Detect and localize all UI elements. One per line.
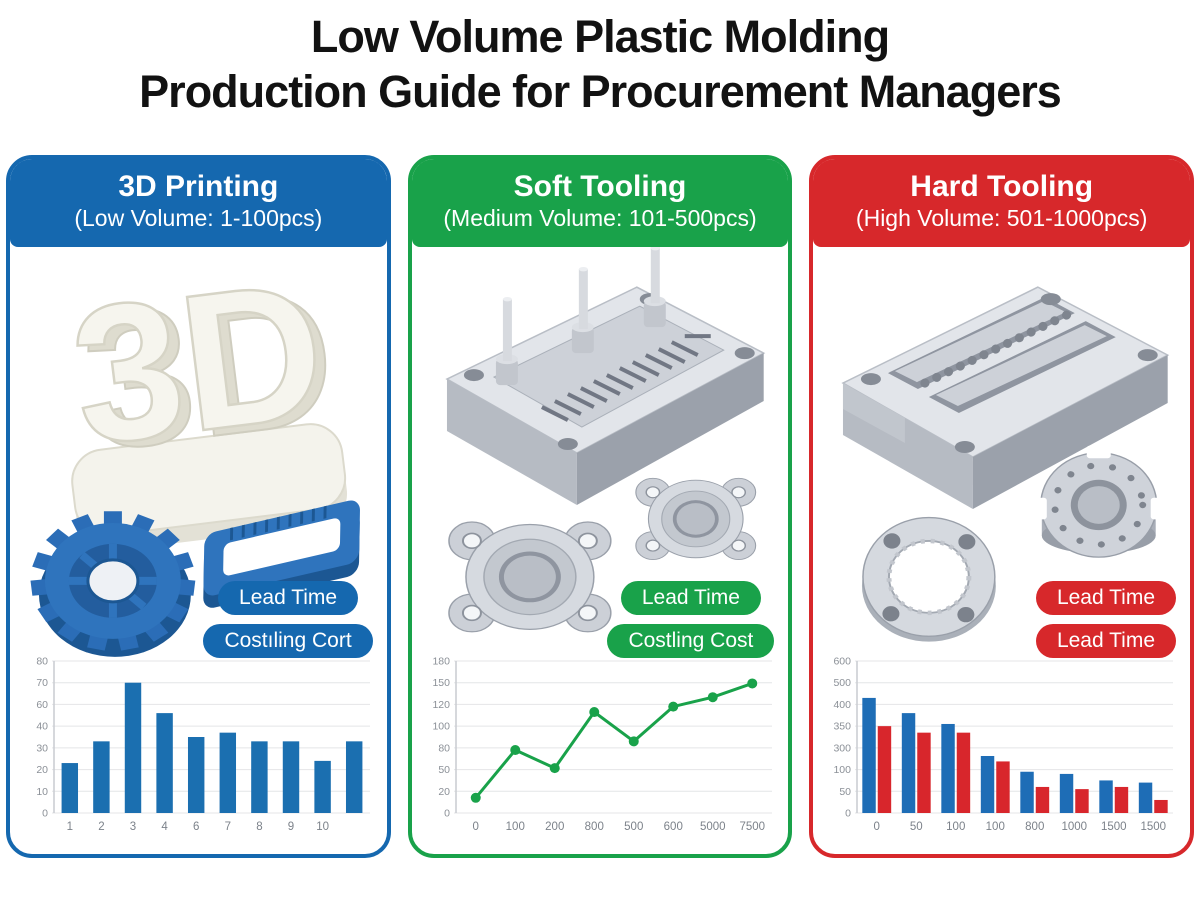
svg-text:40: 40: [36, 720, 48, 732]
svg-text:100: 100: [834, 764, 852, 776]
panel-title: Soft Tooling: [513, 170, 687, 203]
svg-text:100: 100: [986, 821, 1005, 833]
svg-text:600: 600: [834, 655, 852, 667]
svg-text:6: 6: [193, 821, 199, 833]
badge-stack: Lead Time Lead Time: [1035, 580, 1177, 658]
svg-text:0: 0: [42, 807, 48, 819]
svg-text:8: 8: [256, 821, 262, 833]
svg-text:30: 30: [36, 742, 48, 754]
ejector-pins: [495, 246, 666, 385]
svg-text:800: 800: [584, 821, 603, 833]
panel-title: Hard Tooling: [910, 170, 1094, 203]
soft-mold-plate-image: [445, 246, 765, 505]
svg-text:100: 100: [505, 821, 524, 833]
svg-text:1500: 1500: [1101, 821, 1127, 833]
svg-text:500: 500: [834, 677, 852, 689]
svg-text:3D: 3D: [72, 247, 346, 492]
svg-text:100: 100: [432, 720, 450, 732]
svg-text:600: 600: [663, 821, 682, 833]
svg-text:0: 0: [846, 807, 852, 819]
svg-text:20: 20: [36, 764, 48, 776]
svg-text:1500: 1500: [1141, 821, 1167, 833]
panel-title: 3D Printing: [118, 170, 279, 203]
soft-tooling-art: [445, 246, 765, 632]
svg-text:80: 80: [36, 655, 48, 667]
cost-grouped-bar-chart: 0 50 100 300 350 400 500 600 0 50 100 100 800 1000 150…: [821, 651, 1185, 839]
panel-soft-tooling: Soft Tooling (Medium Volume: 101-500pcs): [407, 155, 793, 858]
svg-text:9: 9: [288, 821, 294, 833]
panel-3d-printing-body: 3D 3D: [10, 247, 387, 845]
svg-text:3D: 3D: [62, 247, 336, 486]
badge-stack: Lead Time Costling Cost: [607, 580, 775, 658]
lead-time-badge: Lead Time: [218, 580, 359, 615]
svg-text:50: 50: [438, 764, 450, 776]
svg-text:50: 50: [910, 821, 923, 833]
svg-text:7500: 7500: [739, 821, 765, 833]
lead-time-bar-chart: 0 10 20 30 40 60 70 80 1 2 3 4 6 7 8 9 10: [18, 651, 382, 839]
panel-subtitle: (Low Volume: 1-100pcs): [74, 205, 323, 231]
svg-text:0: 0: [444, 807, 450, 819]
panel-hard-tooling-header: Hard Tooling (High Volume: 501-1000pcs): [813, 159, 1191, 247]
svg-text:300: 300: [834, 742, 852, 754]
svg-text:0: 0: [874, 821, 880, 833]
panel-soft-tooling-body: Lead Time Costling Cost 0 20 50 80 100 120 150…: [412, 246, 789, 845]
svg-text:3: 3: [130, 821, 136, 833]
bar-chart-canvas: 0 10 20 30 40 60 70 80 1 2 3 4 6 7 8 9 10: [36, 655, 370, 833]
panel-hard-tooling: Hard Tooling (High Volume: 501-1000pcs): [809, 155, 1195, 858]
svg-text:20: 20: [438, 785, 450, 797]
ring-washer-image: [862, 516, 997, 642]
svg-text:5000: 5000: [700, 821, 726, 833]
panel-subtitle: (High Volume: 501-1000pcs): [855, 205, 1148, 231]
svg-text:1: 1: [67, 821, 73, 833]
panel-soft-tooling-header: Soft Tooling (Medium Volume: 101-500pcs): [411, 159, 789, 247]
svg-text:350: 350: [834, 720, 852, 732]
panel-3d-printing-header: 3D Printing (Low Volume: 1-100pcs): [10, 159, 387, 247]
grouped-bar-chart-canvas: 0 50 100 300 350 400 500 600 0 50 100 100 800 1000 150…: [834, 655, 1174, 833]
svg-text:180: 180: [432, 655, 450, 667]
flange-part-small-image: [634, 477, 756, 560]
svg-text:400: 400: [834, 699, 852, 711]
svg-text:7: 7: [225, 821, 231, 833]
castle-nut-part-image: [1033, 445, 1166, 558]
lead-time-badge: Lead Time: [620, 580, 761, 615]
panel-3d-printing: 3D Printing (Low Volume: 1-100pcs) 3D 3D: [6, 155, 391, 858]
panel-hard-tooling-body: Lead Time Lead Time 0 50 100 300 350 400 500 60…: [813, 247, 1190, 845]
svg-text:10: 10: [36, 785, 48, 797]
costing-badge: Costıling Cort: [203, 623, 373, 658]
svg-text:500: 500: [624, 821, 643, 833]
3d-print-sample-image: 3D 3D: [60, 247, 348, 551]
badge-stack: Lead Time Costıling Cort: [203, 580, 373, 658]
costing-badge: Costling Cost: [607, 623, 775, 658]
lead-time-badge: Lead Time: [1035, 580, 1177, 615]
svg-text:80: 80: [438, 742, 450, 754]
svg-text:800: 800: [1026, 821, 1045, 833]
page-title: Low Volume Plastic Molding Production Gu…: [0, 10, 1200, 120]
3d-printing-art: 3D 3D: [30, 247, 360, 657]
svg-text:70: 70: [36, 677, 48, 689]
svg-text:200: 200: [545, 821, 564, 833]
blue-gear-part-image: [30, 510, 196, 657]
page-title-line2: Production Guide for Procurement Manager…: [139, 65, 1062, 117]
flange-part-large-image: [447, 520, 612, 632]
svg-text:60: 60: [36, 699, 48, 711]
hard-mold-plate-image: [841, 285, 1170, 509]
lead-time-badge-2: Lead Time: [1035, 623, 1177, 658]
svg-text:120: 120: [432, 699, 450, 711]
svg-text:10: 10: [316, 821, 329, 833]
page-title-line1: Low Volume Plastic Molding: [310, 11, 890, 62]
svg-text:50: 50: [840, 785, 852, 797]
svg-text:100: 100: [947, 821, 966, 833]
comparison-panels: 3D Printing (Low Volume: 1-100pcs) 3D 3D: [6, 155, 1195, 858]
svg-text:4: 4: [161, 821, 168, 833]
hard-tooling-art: [841, 285, 1170, 642]
svg-text:0: 0: [472, 821, 478, 833]
svg-text:150: 150: [432, 677, 450, 689]
svg-text:2: 2: [98, 821, 104, 833]
svg-text:1000: 1000: [1062, 821, 1088, 833]
panel-subtitle: (Medium Volume: 101-500pcs): [443, 205, 757, 231]
line-chart-canvas: 0 20 50 80 100 120 150 180 0 100 200 800 500 600 5000 7…: [432, 655, 772, 833]
lead-time-line-chart: 0 20 50 80 100 120 150 180 0 100 200 800 500 600 5000 7…: [420, 651, 784, 839]
